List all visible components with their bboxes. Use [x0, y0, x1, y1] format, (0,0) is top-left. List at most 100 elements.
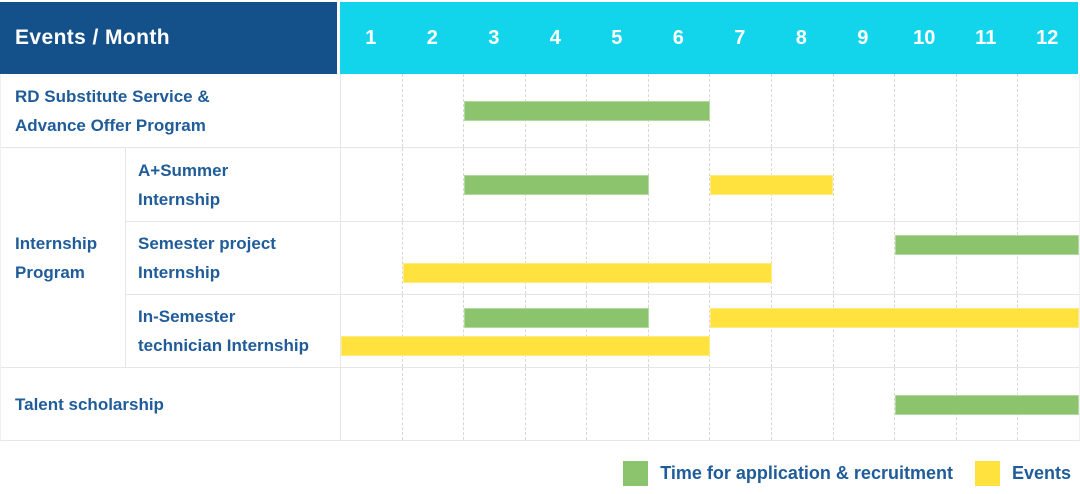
- month-gridline-cell: [524, 222, 587, 294]
- month-gridline-cell: [463, 368, 525, 440]
- month-gridline-cell: [647, 148, 710, 221]
- month-header-1: 1: [365, 26, 377, 49]
- month-gridline-cell: [771, 222, 833, 294]
- internship-program-rows: A+Summer Internship Semester project Intern…: [126, 148, 1079, 367]
- table-row-talent-scholarship: Talent scholarship: [1, 367, 1079, 440]
- row-label-line: In-Semester: [138, 307, 236, 326]
- legend: Time for application & recruitment Events: [0, 461, 1080, 486]
- events-bar: [341, 336, 710, 356]
- application-recruitment-bar: [894, 235, 1079, 255]
- application-recruitment-bar: [464, 308, 649, 328]
- table-row-a-plus-summer-internship: A+Summer Internship: [126, 148, 1079, 221]
- timeline-talent-scholarship: [340, 368, 1079, 440]
- row-label-line: Internship: [138, 189, 221, 209]
- month-header-row: 1 2 3 4 5 6 7 8 9 10 11 12: [340, 2, 1078, 74]
- events-bar: [710, 308, 1079, 328]
- month-gridline-cell: [1017, 222, 1079, 294]
- month-gridline-cell: [586, 295, 648, 367]
- month-header-4: 4: [549, 26, 561, 49]
- legend-label: Events: [1011, 463, 1071, 483]
- month-header-12: 12: [1036, 26, 1059, 49]
- group-label-line: Internship: [15, 233, 98, 253]
- month-gridline-cell: [586, 368, 648, 440]
- month-gridline-cell: [401, 74, 464, 147]
- month-gridline-cell: [586, 222, 648, 294]
- month-gridline-cell: [709, 74, 771, 147]
- month-gridline-cell: [401, 148, 464, 221]
- application-color-swatch: [623, 461, 649, 486]
- row-label-talent-scholarship: Talent scholarship: [1, 368, 340, 440]
- month-gridline-cell: [955, 74, 1018, 147]
- month-gridline-cell: [1017, 295, 1079, 367]
- table-row-rd-substitute-service: RD Substitute Service & Advance Offer Pro…: [1, 74, 1079, 147]
- events-color-swatch: [974, 461, 1000, 486]
- month-gridline-cell: [401, 295, 464, 367]
- table-header: Events / Month 1 2 3 4 5 6 7 8 9 10 11 12: [0, 2, 1080, 74]
- month-gridline-cell: [771, 295, 833, 367]
- month-gridline-cell: [955, 295, 1018, 367]
- row-label-line: Semester project: [138, 234, 276, 253]
- row-label-line: A+Summer: [138, 160, 229, 180]
- internship-program-group: Internship Program A+Summer Internship Semes…: [1, 147, 1079, 367]
- month-gridline-cell: [1017, 74, 1079, 147]
- month-gridline-cell: [955, 148, 1018, 221]
- legend-label: Time for application & recruitment: [660, 463, 953, 483]
- row-label-rd-substitute-service: RD Substitute Service & Advance Offer Pro…: [1, 74, 340, 147]
- application-recruitment-bar: [464, 101, 710, 121]
- month-gridline-cell: [1017, 148, 1079, 221]
- month-gridline-cell: [832, 295, 895, 367]
- month-gridline-cell: [647, 222, 710, 294]
- month-gridline-cell: [401, 222, 464, 294]
- month-header-2: 2: [426, 26, 438, 49]
- month-gridline-cell: [524, 368, 587, 440]
- row-label-line: RD Substitute Service &: [15, 86, 210, 106]
- month-gridline-cell: [771, 74, 833, 147]
- legend-item-application: Time for application & recruitment: [623, 461, 953, 486]
- month-gridline-cell: [894, 74, 956, 147]
- month-gridline-cell: [463, 222, 525, 294]
- month-header-3: 3: [488, 26, 500, 49]
- row-label-line: Advance Offer Program: [15, 115, 206, 135]
- row-label-line: Talent scholarship: [15, 394, 164, 414]
- timeline-in-semester-technician-internship: [340, 295, 1079, 367]
- month-gridline-cell: [341, 148, 402, 221]
- month-gridline-cell: [832, 222, 895, 294]
- month-gridline-cell: [401, 368, 464, 440]
- table-row-semester-project-internship: Semester project Internship: [126, 221, 1079, 294]
- group-label-internship-program: Internship Program: [1, 148, 126, 367]
- events-bar: [710, 175, 833, 195]
- month-gridline-cell: [709, 295, 771, 367]
- month-gridline-cell: [463, 295, 525, 367]
- application-recruitment-bar: [464, 175, 649, 195]
- table-row-in-semester-technician-internship: In-Semester technician Internship: [126, 294, 1079, 367]
- month-header-8: 8: [795, 26, 807, 49]
- month-gridline-cell: [894, 222, 956, 294]
- month-gridline-cell: [341, 295, 402, 367]
- month-gridline-cell: [832, 148, 895, 221]
- month-gridline-cell: [524, 295, 587, 367]
- timeline-a-plus-summer-internship: [340, 148, 1079, 221]
- month-gridline-cell: [341, 74, 402, 147]
- row-label-a-plus-summer-internship: A+Summer Internship: [126, 148, 340, 221]
- row-label-semester-project-internship: Semester project Internship: [126, 222, 340, 294]
- month-header-5: 5: [611, 26, 623, 49]
- month-gridline-cell: [709, 148, 771, 221]
- timeline-semester-project-internship: [340, 222, 1079, 294]
- month-header-10: 10: [913, 26, 936, 49]
- legend-item-events: Events: [974, 461, 1071, 486]
- table-body: RD Substitute Service & Advance Offer Pro…: [0, 74, 1080, 441]
- row-label-line: Internship: [138, 263, 221, 282]
- month-gridline-cell: [709, 368, 771, 440]
- row-label-in-semester-technician-internship: In-Semester technician Internship: [126, 295, 340, 367]
- month-header-6: 6: [672, 26, 684, 49]
- month-gridline-cell: [463, 74, 525, 147]
- events-month-header-cell: Events / Month: [0, 2, 337, 74]
- month-gridline-cell: [341, 222, 402, 294]
- month-gridline-cell: [955, 222, 1018, 294]
- events-bar: [402, 263, 772, 283]
- month-gridline-cell: [647, 295, 710, 367]
- month-gridline-cell: [894, 295, 956, 367]
- month-gridline-cell: [341, 368, 402, 440]
- month-gridline-cell: [832, 74, 895, 147]
